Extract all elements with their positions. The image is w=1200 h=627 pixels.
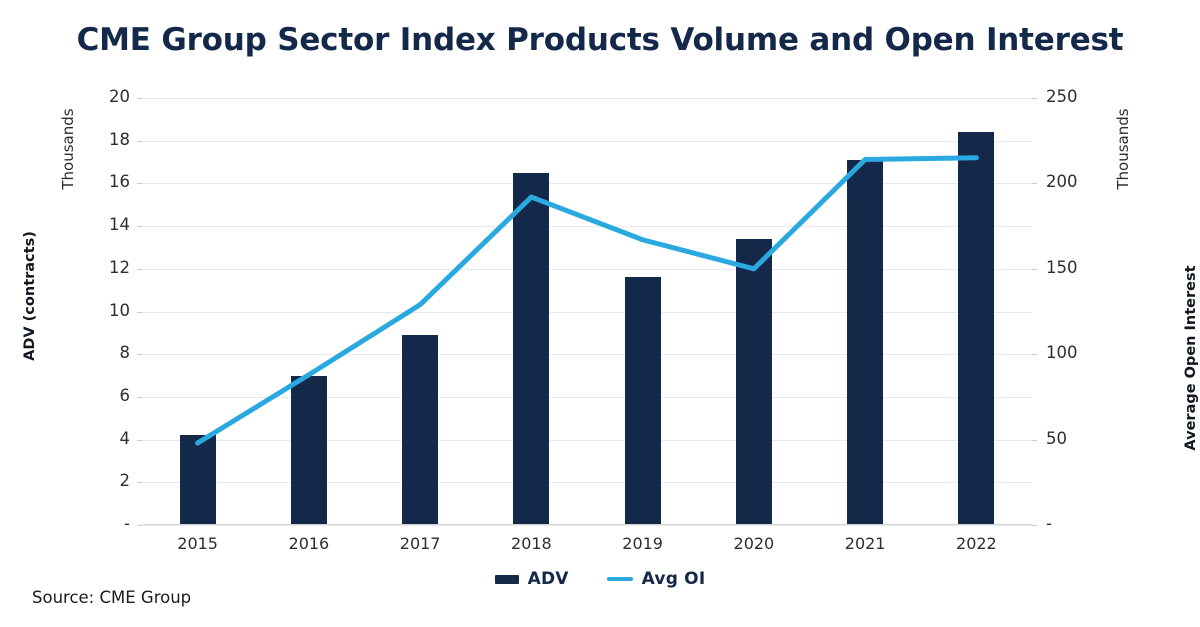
gridline [142, 140, 1032, 142]
chart-legend: ADV Avg OI [0, 569, 1200, 589]
left-axis-tick-mark [137, 525, 142, 526]
right-axis-units-label: Thousands [1114, 108, 1132, 190]
right-axis-tick-label: 100 [1046, 343, 1078, 363]
x-axis-tick-label: 2021 [844, 534, 886, 553]
left-axis-tick-mark [137, 226, 142, 228]
right-axis-tick-label: 50 [1046, 428, 1067, 448]
left-axis-tick-label: 12 [109, 257, 130, 277]
left-axis-tick-label: 4 [119, 428, 131, 448]
x-axis-tick-label: 2016 [288, 534, 330, 553]
left-axis-title: ADV (contracts) [22, 231, 38, 361]
x-axis-tick-label: 2017 [399, 534, 441, 553]
x-axis-tick-label: 2022 [956, 534, 997, 553]
left-axis-tick-label: 20 [109, 87, 130, 106]
x-axis-tick-label: 2015 [177, 534, 218, 553]
right-axis-tick-label: - [1046, 514, 1052, 533]
left-axis-tick-mark [137, 98, 142, 99]
left-axis-tick-mark [137, 183, 142, 185]
gridline [142, 396, 1032, 398]
left-axis-tick-mark [137, 140, 142, 142]
plot-area [137, 98, 1037, 526]
left-axis-tick-label: 8 [119, 343, 131, 363]
right-axis-tick-mark [1032, 525, 1037, 526]
bar[interactable] [958, 132, 995, 525]
left-axis-tick-mark [137, 482, 142, 484]
gridline [142, 354, 1032, 356]
left-axis-tick-label: 6 [119, 385, 131, 405]
left-axis-tick-label: 18 [109, 129, 130, 149]
gridline [142, 311, 1032, 313]
legend-item[interactable]: Avg OI [606, 569, 706, 589]
left-axis-tick-mark [137, 439, 142, 441]
left-axis-tick-mark [137, 354, 142, 356]
bar[interactable] [290, 375, 327, 525]
left-axis-units-label: Thousands [59, 108, 77, 190]
left-axis-tick-mark [137, 268, 142, 270]
left-axis-tick-mark [137, 311, 142, 313]
gridline [142, 439, 1032, 441]
x-axis-tick-label: 2020 [733, 534, 775, 553]
x-axis-tick-label: 2018 [511, 534, 552, 553]
chart-title: CME Group Sector Index Products Volume a… [76, 22, 1124, 58]
x-axis-tick-label: 2019 [622, 534, 663, 553]
right-axis-tick-label: 150 [1046, 257, 1078, 277]
right-axis-tick-mark [1032, 98, 1037, 99]
left-axis-tick-label: 14 [109, 215, 130, 235]
legend-label: Avg OI [641, 569, 706, 589]
bar[interactable] [624, 277, 661, 525]
right-axis-tick-mark [1032, 354, 1037, 356]
legend-line-swatch-icon [606, 577, 633, 581]
bar[interactable] [402, 335, 439, 525]
left-axis-tick-label: - [124, 514, 130, 533]
right-axis-tick-mark [1032, 268, 1037, 270]
left-axis-tick-label: 10 [109, 300, 130, 320]
legend-item[interactable]: ADV [494, 569, 569, 589]
gridline [142, 525, 1032, 526]
gridline [142, 183, 1032, 185]
source-note: Source: CME Group [32, 588, 192, 607]
bar[interactable] [513, 172, 550, 525]
right-axis-tick-mark [1032, 439, 1037, 441]
gridline [142, 482, 1032, 484]
legend-label: ADV [527, 569, 569, 589]
x-axis-baseline [142, 524, 1032, 525]
bar[interactable] [735, 238, 772, 525]
right-axis-title: Average Open Interest [1183, 265, 1199, 451]
right-axis-tick-label: 200 [1046, 172, 1078, 192]
gridline [142, 98, 1032, 99]
right-axis-tick-mark [1032, 183, 1037, 185]
bar[interactable] [847, 159, 884, 525]
right-axis-tick-label: 250 [1046, 87, 1078, 106]
left-axis-tick-mark [137, 396, 142, 398]
gridline [142, 268, 1032, 270]
left-axis-tick-label: 16 [109, 172, 130, 192]
bar[interactable] [179, 435, 216, 525]
left-axis-tick-label: 2 [119, 471, 131, 491]
gridline [142, 226, 1032, 228]
legend-bar-swatch-icon [494, 574, 519, 584]
